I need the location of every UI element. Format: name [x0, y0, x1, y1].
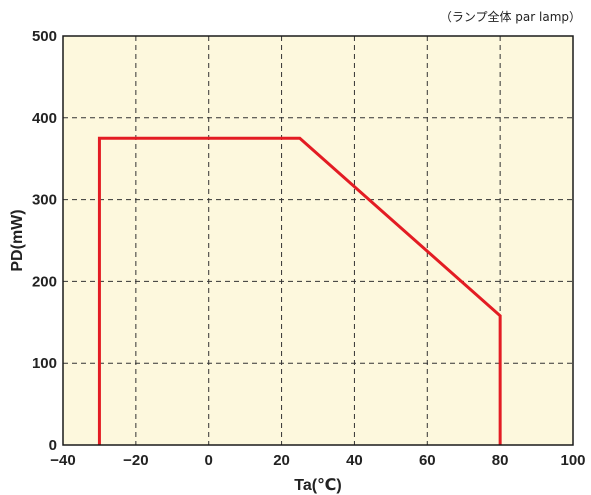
x-tick-label: −40 — [50, 452, 75, 469]
y-tick-label: 100 — [32, 355, 57, 372]
grid — [63, 36, 573, 445]
plot-area — [63, 36, 573, 445]
y-tick-label: 200 — [32, 273, 57, 290]
x-axis-ticks: −40 −20 0 20 40 60 80 100 — [50, 452, 585, 469]
x-tick-label: 100 — [560, 452, 585, 469]
x-tick-label: 40 — [346, 452, 363, 469]
series-layer — [97, 136, 502, 445]
y-axis-ticks: 0 100 200 300 400 500 — [32, 28, 57, 454]
x-tick-label: −20 — [123, 452, 148, 469]
series-line — [97, 136, 502, 445]
x-axis-label: Ta(℃) — [294, 477, 342, 494]
x-tick-label: 80 — [492, 452, 509, 469]
y-tick-label: 0 — [49, 437, 57, 454]
y-tick-label: 300 — [32, 192, 57, 209]
x-tick-label: 0 — [205, 452, 213, 469]
y-tick-label: 400 — [32, 110, 57, 127]
y-tick-label: 500 — [32, 28, 57, 45]
plot-frame — [62, 35, 574, 446]
chart-note: （ランプ全体 par lamp） — [439, 10, 581, 24]
x-tick-label: 60 — [419, 452, 436, 469]
y-axis-label: PD(mW) — [9, 209, 26, 271]
x-tick-label: 20 — [273, 452, 290, 469]
